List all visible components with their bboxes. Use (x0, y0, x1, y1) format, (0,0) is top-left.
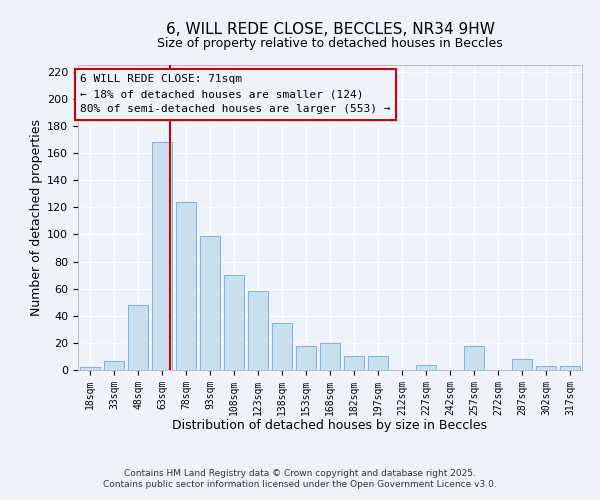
Text: Contains public sector information licensed under the Open Government Licence v3: Contains public sector information licen… (103, 480, 497, 489)
Y-axis label: Number of detached properties: Number of detached properties (30, 119, 43, 316)
Text: Contains HM Land Registry data © Crown copyright and database right 2025.: Contains HM Land Registry data © Crown c… (124, 468, 476, 477)
Bar (248, 292, 268, 370)
Text: 6 WILL REDE CLOSE: 71sqm
← 18% of detached houses are smaller (124)
80% of semi-: 6 WILL REDE CLOSE: 71sqm ← 18% of detach… (80, 74, 391, 114)
Bar (464, 346, 484, 370)
X-axis label: Distribution of detached houses by size in Beccles: Distribution of detached houses by size … (173, 419, 487, 432)
Bar (128, 305, 148, 370)
Bar (152, 142, 172, 370)
Bar (512, 359, 532, 370)
Bar (224, 275, 244, 370)
Bar (296, 346, 316, 370)
Bar (416, 364, 436, 370)
Bar (536, 366, 556, 370)
Text: 6, WILL REDE CLOSE, BECCLES, NR34 9HW: 6, WILL REDE CLOSE, BECCLES, NR34 9HW (166, 22, 494, 38)
Bar (200, 236, 220, 370)
Bar (176, 202, 196, 370)
Bar (368, 356, 388, 370)
Text: Size of property relative to detached houses in Beccles: Size of property relative to detached ho… (157, 38, 503, 51)
Bar (80, 368, 100, 370)
Bar (272, 322, 292, 370)
Bar (104, 360, 124, 370)
Bar (560, 366, 580, 370)
Bar (320, 343, 340, 370)
Bar (344, 356, 364, 370)
